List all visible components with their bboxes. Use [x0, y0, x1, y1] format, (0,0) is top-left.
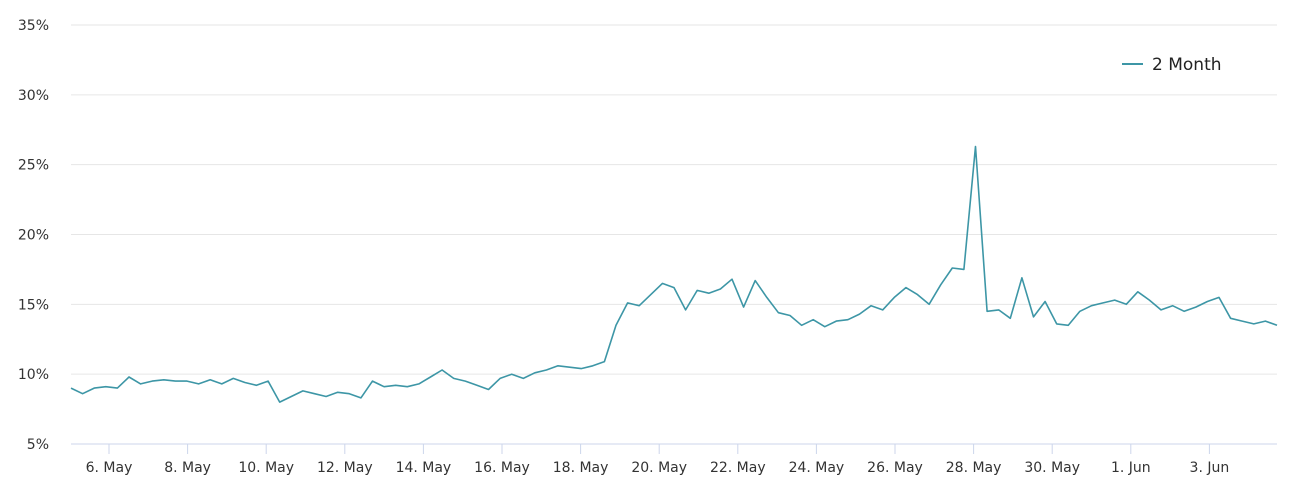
y-tick-label: 15% [18, 297, 49, 313]
x-tick-label: 14. May [396, 460, 452, 476]
series-line-2-month[interactable] [70, 145, 1278, 403]
y-tick-label: 20% [18, 228, 49, 244]
x-tick-label: 28. May [946, 460, 1002, 476]
x-tick-label: 16. May [474, 460, 530, 476]
y-tick-label: 10% [18, 367, 49, 383]
y-tick-label: 30% [18, 88, 49, 104]
x-tick-label: 3. Jun [1190, 460, 1230, 476]
x-axis: 6. May 8. May 10. May 12. May 14. May 16. May… [86, 444, 1230, 476]
x-tick-label: 26. May [867, 460, 923, 476]
y-axis-labels: 5% 10% 15% 20% 25% 30% 35% [18, 18, 49, 453]
x-tick-label: 22. May [710, 460, 766, 476]
y-tick-label: 35% [18, 18, 49, 34]
y-tick-label: 5% [27, 437, 49, 453]
x-tick-label: 24. May [789, 460, 845, 476]
y-tick-label: 25% [18, 158, 49, 174]
x-tick-label: 8. May [164, 460, 211, 476]
x-tick-label: 1. Jun [1111, 460, 1151, 476]
x-tick-label: 30. May [1024, 460, 1080, 476]
x-tick-label: 20. May [631, 460, 687, 476]
grid-lines [71, 24, 1277, 445]
x-tick-label: 6. May [86, 460, 133, 476]
x-tick-label: 18. May [553, 460, 609, 476]
legend[interactable]: 2 Month [1122, 55, 1222, 75]
x-tick-label: 12. May [317, 460, 373, 476]
x-tick-label: 10. May [238, 460, 294, 476]
legend-label: 2 Month [1152, 55, 1222, 75]
